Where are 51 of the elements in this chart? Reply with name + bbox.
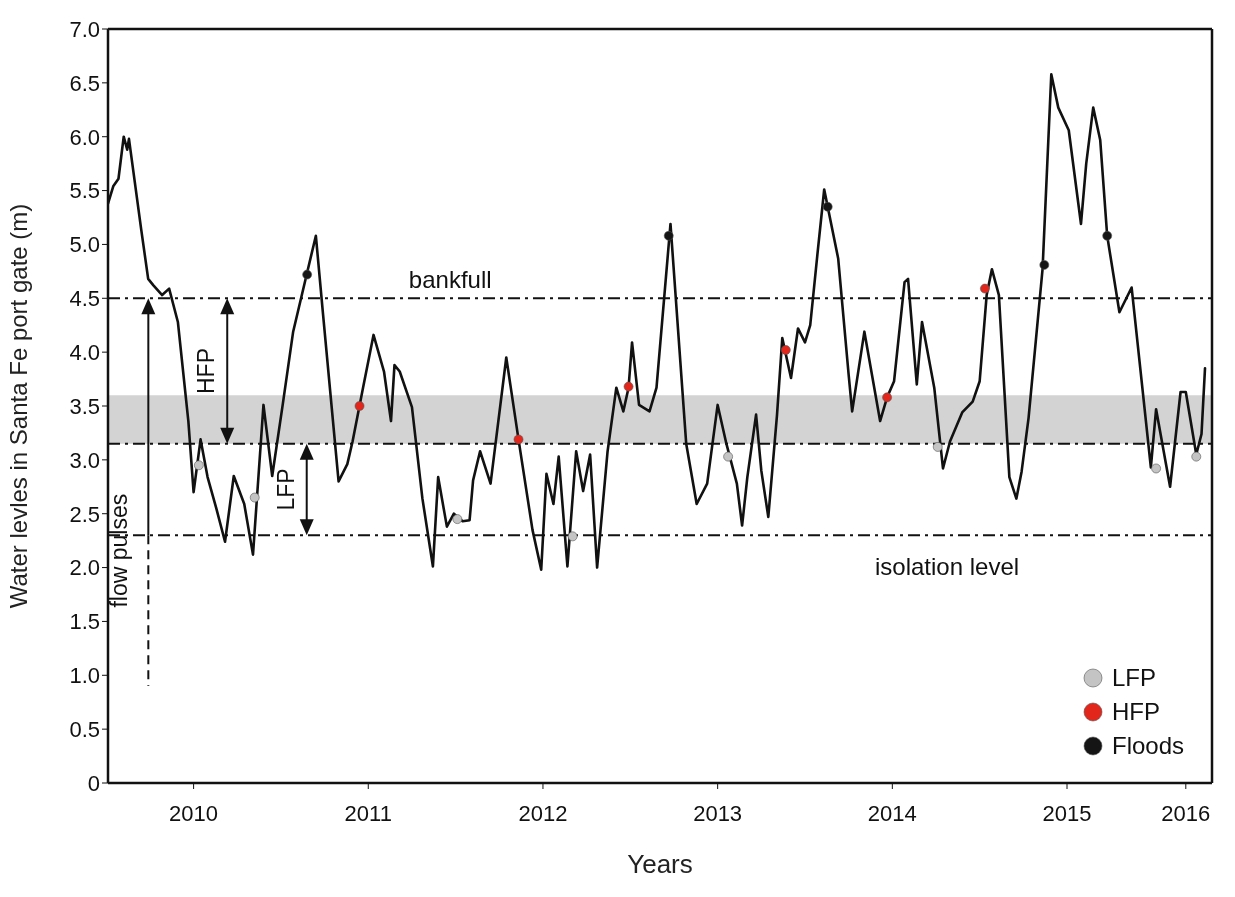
x-tick-label: 2011 (344, 800, 392, 826)
point (780, 345, 791, 355)
point (513, 434, 524, 445)
point (623, 381, 634, 392)
point (723, 451, 733, 462)
point (822, 201, 833, 212)
y-tick-label: 4.0 (69, 339, 100, 365)
point (882, 392, 892, 403)
x-axis-title: Years (627, 849, 693, 879)
point (1191, 451, 1202, 462)
legend-label: Floods (1112, 731, 1185, 761)
y-tick-label: 5.0 (69, 232, 100, 258)
legend-label: HFP (1112, 697, 1160, 727)
y-tick-label: 0 (87, 770, 100, 796)
y-tick-label: 5.5 (69, 178, 100, 204)
point (932, 442, 943, 452)
x-tick-label: 2012 (518, 800, 568, 826)
annotation: HFP (193, 347, 220, 394)
legend-label: LFP (1112, 663, 1157, 693)
point (663, 231, 674, 241)
point (194, 460, 204, 471)
point (302, 269, 312, 280)
point (354, 401, 365, 411)
y-tick-label: 0.5 (69, 716, 100, 742)
point (567, 531, 578, 542)
point (452, 514, 463, 524)
y-tick-label: 2.5 (69, 501, 100, 527)
point (249, 492, 260, 503)
annotation: LFP (272, 468, 299, 511)
x-tick-label: 2016 (1161, 800, 1211, 826)
y-axis-title: Water levles in Santa Fe port gate (m) (4, 203, 32, 609)
x-tick-label: 2015 (1042, 800, 1092, 826)
y-tick-label: 6.5 (69, 70, 100, 96)
annotation: flow pulses (106, 493, 133, 608)
y-tick-label: 7.0 (69, 16, 100, 42)
ref-line-label: bankfull (408, 266, 492, 294)
y-tick-label: 1.0 (69, 663, 100, 689)
y-tick-label: 3.0 (69, 447, 100, 473)
point (1151, 463, 1161, 474)
ref-line-label: isolation level (874, 553, 1020, 581)
y-tick-label: 1.5 (69, 609, 100, 635)
y-tick-label: 6.0 (69, 124, 100, 150)
y-tick-label: 2.0 (69, 555, 100, 581)
point (1102, 231, 1112, 241)
point (980, 283, 990, 294)
x-tick-label: 2010 (169, 800, 219, 826)
x-tick-label: 2013 (693, 800, 743, 826)
x-tick-label: 2014 (867, 800, 917, 826)
point (1039, 260, 1050, 270)
y-tick-label: 4.5 (69, 286, 100, 312)
y-tick-label: 3.5 (69, 393, 100, 419)
